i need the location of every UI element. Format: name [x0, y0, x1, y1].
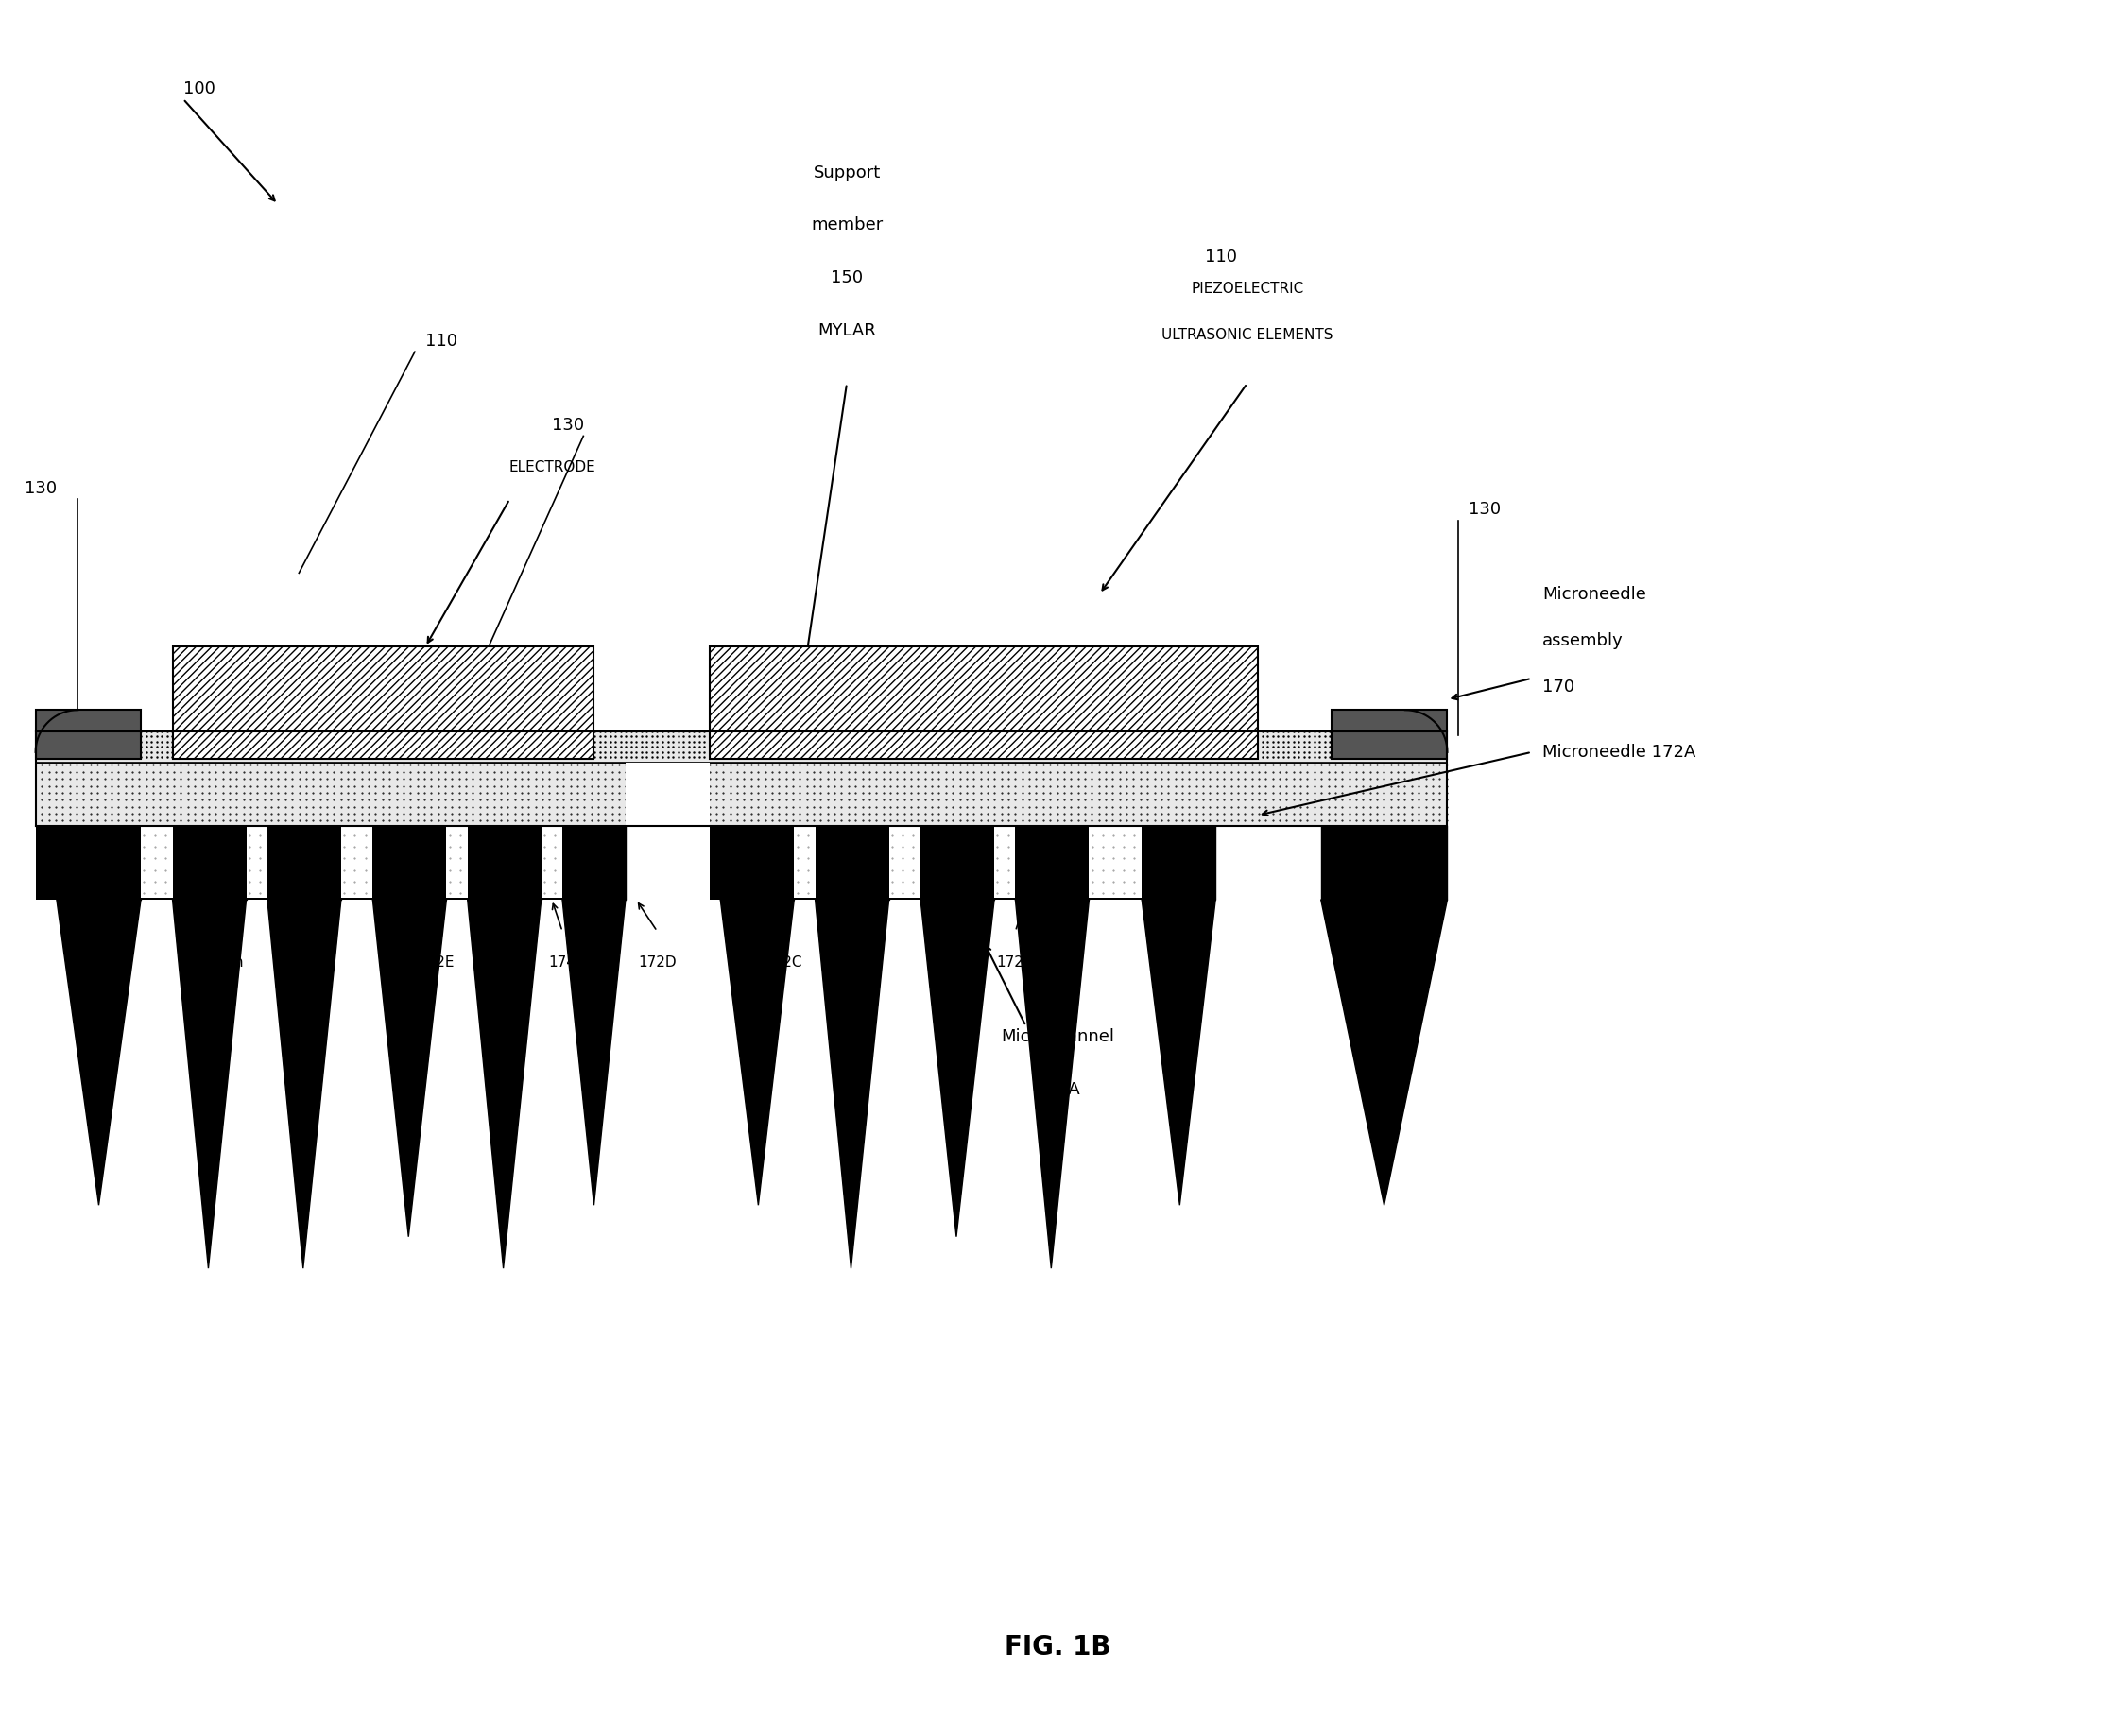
Text: ULTRASONIC ELEMENTS: ULTRASONIC ELEMENTS: [1161, 328, 1332, 342]
Bar: [245, 826, 266, 898]
Bar: [541, 826, 563, 898]
Text: 130: 130: [552, 417, 584, 434]
Bar: [372, 826, 446, 899]
Polygon shape: [1142, 899, 1216, 1205]
Text: ELECTRODE: ELECTRODE: [508, 460, 594, 474]
Polygon shape: [563, 899, 626, 1205]
Bar: [711, 826, 1216, 899]
Bar: [36, 826, 626, 899]
Bar: [920, 826, 994, 899]
Bar: [266, 826, 341, 899]
Bar: [626, 762, 711, 826]
Text: 172E: 172E: [417, 957, 455, 970]
Polygon shape: [1015, 899, 1089, 1269]
Polygon shape: [467, 899, 541, 1269]
Polygon shape: [1322, 899, 1447, 1205]
Text: assembly: assembly: [1542, 632, 1622, 649]
Text: member: member: [810, 217, 882, 234]
Text: 150: 150: [831, 269, 863, 286]
Text: 172C: 172C: [766, 957, 802, 970]
Bar: [1322, 826, 1447, 899]
Bar: [888, 826, 920, 898]
Text: 172B: 172B: [996, 957, 1034, 970]
Bar: [36, 731, 1447, 762]
Bar: [563, 826, 626, 899]
Bar: [57, 826, 142, 899]
Text: 174: 174: [548, 957, 575, 970]
Text: 172n: 172n: [91, 957, 127, 970]
Bar: [814, 826, 888, 899]
Bar: [994, 826, 1015, 898]
Bar: [36, 762, 1447, 826]
Polygon shape: [173, 899, 245, 1269]
Bar: [1015, 826, 1089, 899]
Bar: [36, 710, 142, 759]
Text: FIG. 1B: FIG. 1B: [1005, 1634, 1110, 1661]
Text: Microneedle 172A: Microneedle 172A: [1542, 743, 1696, 760]
Polygon shape: [814, 899, 888, 1269]
Text: 172F: 172F: [292, 957, 328, 970]
Text: 130: 130: [1468, 502, 1502, 519]
Bar: [1142, 826, 1216, 899]
Text: 100: 100: [184, 80, 216, 97]
Bar: [173, 826, 245, 899]
Bar: [341, 826, 372, 898]
Text: 130: 130: [25, 481, 57, 496]
Bar: [142, 826, 173, 898]
Bar: [1332, 710, 1447, 759]
Text: Microneedle: Microneedle: [1542, 585, 1645, 602]
Text: Support: Support: [812, 165, 880, 181]
Text: PIEZOELECTRIC: PIEZOELECTRIC: [1191, 281, 1303, 295]
Text: 172D: 172D: [639, 957, 677, 970]
Bar: [467, 826, 541, 899]
Bar: [173, 648, 594, 759]
Polygon shape: [57, 899, 142, 1205]
Bar: [1089, 826, 1142, 898]
Text: 110: 110: [1206, 248, 1237, 266]
Bar: [1322, 826, 1447, 899]
Bar: [793, 826, 814, 898]
Polygon shape: [721, 899, 793, 1205]
Polygon shape: [266, 899, 341, 1269]
Polygon shape: [372, 899, 446, 1236]
Text: 174A: 174A: [1036, 1082, 1079, 1097]
Bar: [711, 648, 1258, 759]
Bar: [721, 826, 793, 899]
Text: 110: 110: [425, 333, 457, 349]
Bar: [446, 826, 467, 898]
Text: MYLAR: MYLAR: [819, 323, 876, 339]
Text: Microchannel: Microchannel: [1000, 1028, 1115, 1045]
Polygon shape: [920, 899, 994, 1236]
Text: 170: 170: [1542, 679, 1574, 696]
Text: 174n: 174n: [207, 957, 243, 970]
